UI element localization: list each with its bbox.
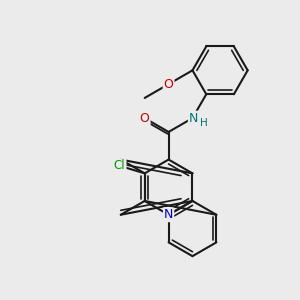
Text: N: N bbox=[164, 208, 173, 221]
Text: O: O bbox=[140, 112, 150, 125]
Text: N: N bbox=[189, 112, 198, 125]
Text: O: O bbox=[164, 78, 173, 91]
Text: H: H bbox=[200, 118, 208, 128]
Text: Cl: Cl bbox=[114, 159, 125, 172]
Text: Cl: Cl bbox=[114, 159, 125, 172]
